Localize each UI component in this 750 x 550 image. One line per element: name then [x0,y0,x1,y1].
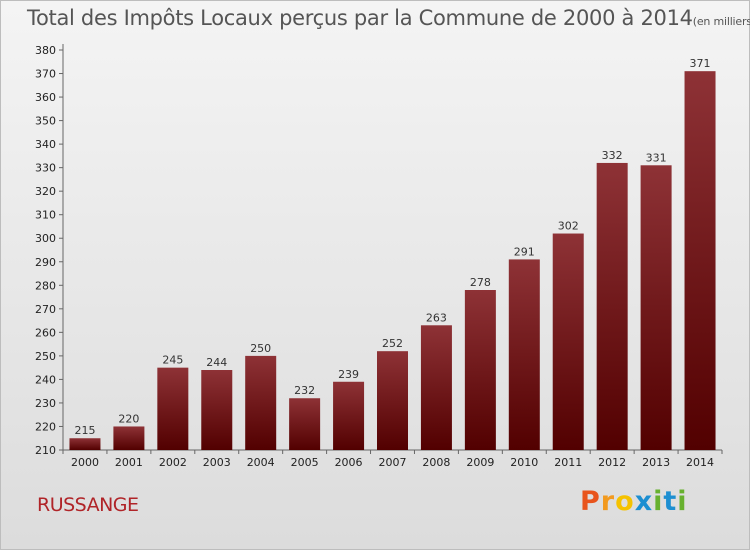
bar-2004 [245,355,277,450]
bar-2000 [69,438,101,450]
x-tick-label-2010: 2010 [510,456,538,469]
bar-2010 [508,259,540,450]
value-label-2010: 291 [514,245,535,258]
value-label-2001: 220 [118,412,139,425]
y-tick-label: 230 [35,397,56,410]
value-label-2000: 215 [74,424,95,437]
value-label-2006: 239 [338,368,359,381]
chart-title: Total des Impôts Locaux perçus par la Co… [27,6,750,30]
value-label-2014: 371 [690,57,711,70]
value-label-2005: 232 [294,384,315,397]
bar-2013 [640,165,672,451]
y-tick-label: 370 [35,68,56,81]
x-tick-label-2013: 2013 [642,456,670,469]
x-tick-label-2014: 2014 [686,456,714,469]
value-label-2013: 331 [646,151,667,164]
x-tick-label-2005: 2005 [291,456,319,469]
logo-letter: o [615,486,635,517]
y-tick-label: 280 [35,279,56,292]
x-tick-label-2011: 2011 [554,456,582,469]
y-tick-label: 340 [35,138,56,151]
value-label-2008: 263 [426,311,447,324]
y-tick-label: 360 [35,91,56,104]
bar-2001 [113,426,145,450]
logo-letter: r [600,486,616,517]
bar-2012 [596,162,628,450]
bars [69,71,716,451]
value-label-2012: 332 [602,149,623,162]
bar-2008 [420,325,452,450]
bar-2003 [201,370,233,450]
bar-2009 [464,290,496,450]
y-tick-label: 380 [35,44,56,57]
y-tick-label: 260 [35,326,56,339]
bar-2007 [377,351,408,450]
x-tick-label-2006: 2006 [335,456,363,469]
logo-letter: i [677,486,688,517]
x-tick-label-2007: 2007 [379,456,407,469]
logo-letter: P [580,486,601,517]
x-tick-label-2000: 2000 [71,456,99,469]
y-tick-label: 240 [35,373,56,386]
value-labels: 215 220 245 244 250 232 239 252 263 278 291 302 332 3… [74,57,710,437]
logo-letter: t [663,486,678,517]
bar-2005 [289,398,321,450]
y-tick-label: 220 [35,420,56,433]
value-label-2007: 252 [382,337,403,350]
y-tick-label: 210 [35,444,56,457]
proxiti-logo[interactable]: Proxiti [580,486,688,517]
x-tick-label-2012: 2012 [598,456,626,469]
x-tick-label-2008: 2008 [422,456,450,469]
bar-2006 [333,381,365,450]
value-label-2009: 278 [470,276,491,289]
bar-2002 [157,367,189,450]
y-axis: 210 220 230 240 250 260 270 280 290 300 310 320 330 3… [35,44,64,457]
x-tick-label-2002: 2002 [159,456,187,469]
y-tick-label: 290 [35,256,56,269]
chart-unit-note: (en milliers d'€) [692,15,750,28]
y-tick-label: 320 [35,185,56,198]
chart-title-text: Total des Impôts Locaux perçus par la Co… [27,6,693,30]
y-tick-label: 330 [35,162,56,175]
y-tick-label: 250 [35,350,56,363]
value-label-2003: 244 [206,356,227,369]
commune-name: RUSSANGE [37,494,139,516]
bar-2014 [684,71,716,451]
y-tick-label: 350 [35,115,56,128]
logo-letter: i [653,486,664,517]
y-tick-label: 300 [35,232,56,245]
x-tick-label-2003: 2003 [203,456,231,469]
x-tick-label-2001: 2001 [115,456,143,469]
value-label-2011: 302 [558,220,579,233]
logo-letter: x [634,486,654,517]
y-tick-label: 270 [35,303,56,316]
value-label-2002: 245 [162,354,183,367]
value-label-2004: 250 [250,342,271,355]
bar-2011 [552,233,584,450]
x-axis: 2000 2001 2002 2003 2004 2005 2006 2007 2008 2009… [62,449,723,469]
x-tick-label-2009: 2009 [466,456,494,469]
y-tick-label: 310 [35,209,56,222]
x-tick-label-2004: 2004 [247,456,275,469]
